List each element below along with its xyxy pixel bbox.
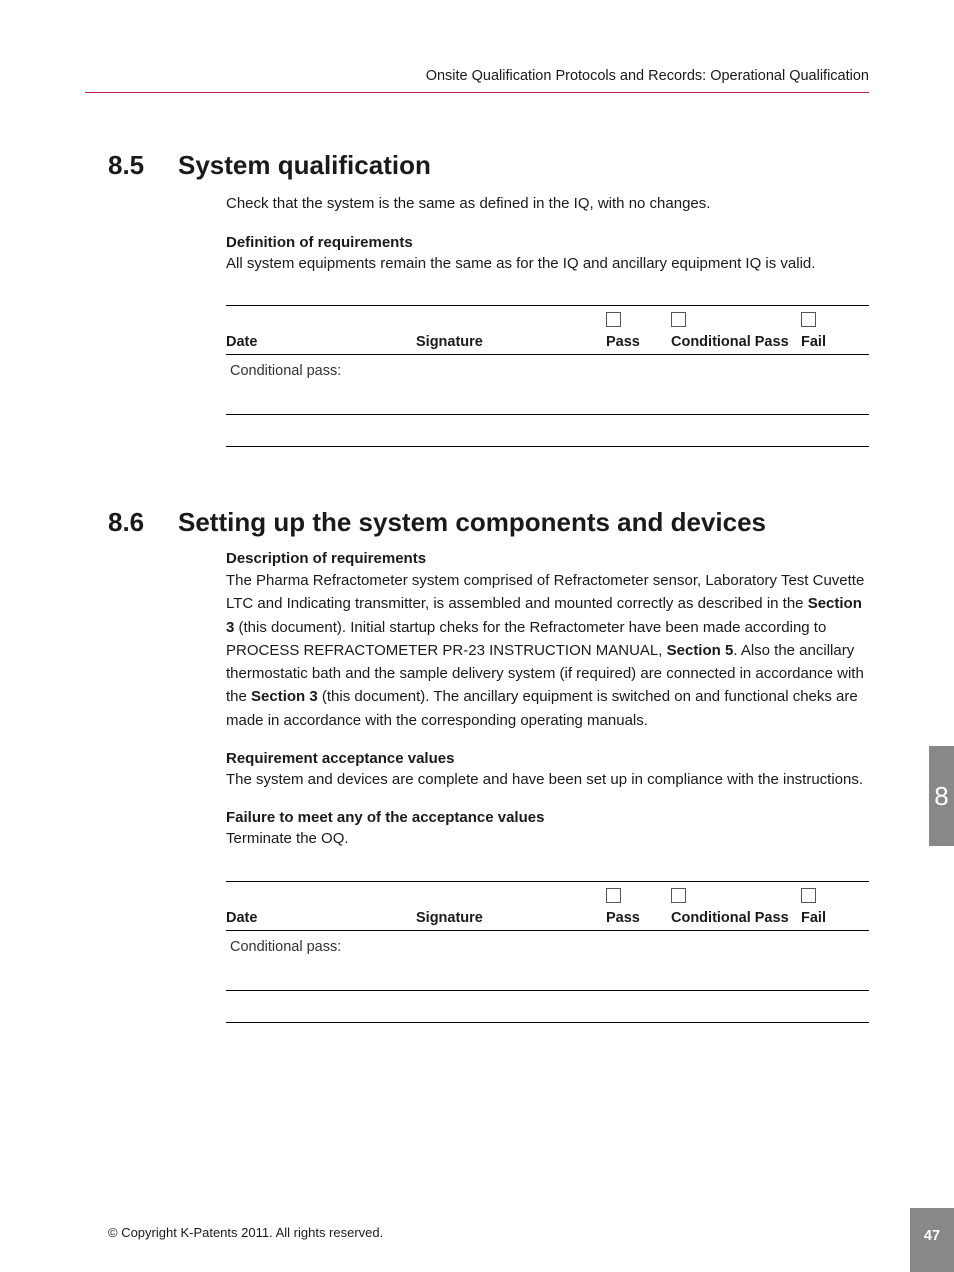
bold-ref: Section 5 bbox=[667, 642, 734, 659]
blank-line[interactable] bbox=[226, 959, 869, 991]
col-fail: Fail bbox=[801, 312, 856, 350]
header-breadcrumb: Onsite Qualification Protocols and Recor… bbox=[426, 68, 869, 84]
conditional-checkbox[interactable] bbox=[671, 312, 686, 327]
pass-checkbox[interactable] bbox=[606, 888, 621, 903]
section-number: 8.5 bbox=[108, 150, 178, 181]
subbody: Terminate the OQ. bbox=[226, 828, 869, 851]
section-8-6: 8.6 Setting up the system components and… bbox=[108, 507, 869, 1023]
col-pass: Pass bbox=[606, 888, 671, 926]
pass-label: Pass bbox=[606, 910, 671, 926]
blank-line[interactable] bbox=[226, 415, 869, 447]
col-signature: Signature bbox=[416, 312, 606, 350]
fail-checkbox[interactable] bbox=[801, 888, 816, 903]
subheading: Requirement acceptance values bbox=[226, 750, 869, 767]
section-8-5: 8.5 System qualification Check that the … bbox=[108, 150, 869, 447]
col-conditional: Conditional Pass bbox=[671, 888, 801, 926]
pass-label: Pass bbox=[606, 334, 671, 350]
col-conditional: Conditional Pass bbox=[671, 312, 801, 350]
page-content: 8.5 System qualification Check that the … bbox=[108, 150, 869, 1083]
signature-table: Date Signature Pass Conditional Pass bbox=[226, 881, 869, 1023]
copyright-text: © Copyright K-Patents 2011. All rights r… bbox=[108, 1225, 383, 1240]
text-span: (this document). The ancillary equipment… bbox=[226, 688, 858, 728]
section-heading: 8.6 Setting up the system components and… bbox=[108, 507, 869, 538]
header-rule bbox=[85, 92, 869, 93]
col-date: Date bbox=[226, 888, 416, 926]
conditional-label: Conditional Pass bbox=[671, 910, 801, 926]
subheading: Definition of requirements bbox=[226, 234, 869, 251]
col-pass: Pass bbox=[606, 312, 671, 350]
page-number-tab: 47 bbox=[910, 1208, 954, 1272]
section-title: System qualification bbox=[178, 150, 431, 181]
blank-line[interactable] bbox=[226, 383, 869, 415]
signature-table: Date Signature Pass Conditional Pass bbox=[226, 305, 869, 447]
subheading: Description of requirements bbox=[226, 550, 869, 567]
fail-label: Fail bbox=[801, 334, 856, 350]
col-date: Date bbox=[226, 312, 416, 350]
section-intro: Check that the system is the same as def… bbox=[226, 193, 869, 216]
conditional-label: Conditional Pass bbox=[671, 334, 801, 350]
fail-checkbox[interactable] bbox=[801, 312, 816, 327]
subbody: The system and devices are complete and … bbox=[226, 769, 869, 792]
conditional-pass-row-label: Conditional pass: bbox=[226, 931, 869, 959]
section-title: Setting up the system components and dev… bbox=[178, 507, 766, 538]
description-paragraph: The Pharma Refractometer system comprise… bbox=[226, 569, 869, 732]
section-heading: 8.5 System qualification bbox=[108, 150, 869, 181]
conditional-checkbox[interactable] bbox=[671, 888, 686, 903]
col-fail: Fail bbox=[801, 888, 856, 926]
chapter-side-tab: 8 bbox=[929, 746, 954, 846]
section-number: 8.6 bbox=[108, 507, 178, 538]
signature-label: Signature bbox=[416, 334, 606, 350]
pass-checkbox[interactable] bbox=[606, 312, 621, 327]
fail-label: Fail bbox=[801, 910, 856, 926]
col-signature: Signature bbox=[416, 888, 606, 926]
date-label: Date bbox=[226, 910, 416, 926]
sig-header-row: Date Signature Pass Conditional Pass bbox=[226, 305, 869, 355]
subbody: All system equipments remain the same as… bbox=[226, 253, 869, 276]
sig-header-row: Date Signature Pass Conditional Pass bbox=[226, 881, 869, 931]
blank-line[interactable] bbox=[226, 991, 869, 1023]
bold-ref: Section 3 bbox=[251, 688, 318, 705]
subheading: Failure to meet any of the acceptance va… bbox=[226, 809, 869, 826]
date-label: Date bbox=[226, 334, 416, 350]
conditional-pass-row-label: Conditional pass: bbox=[226, 355, 869, 383]
signature-label: Signature bbox=[416, 910, 606, 926]
text-span: The Pharma Refractometer system comprise… bbox=[226, 572, 864, 612]
